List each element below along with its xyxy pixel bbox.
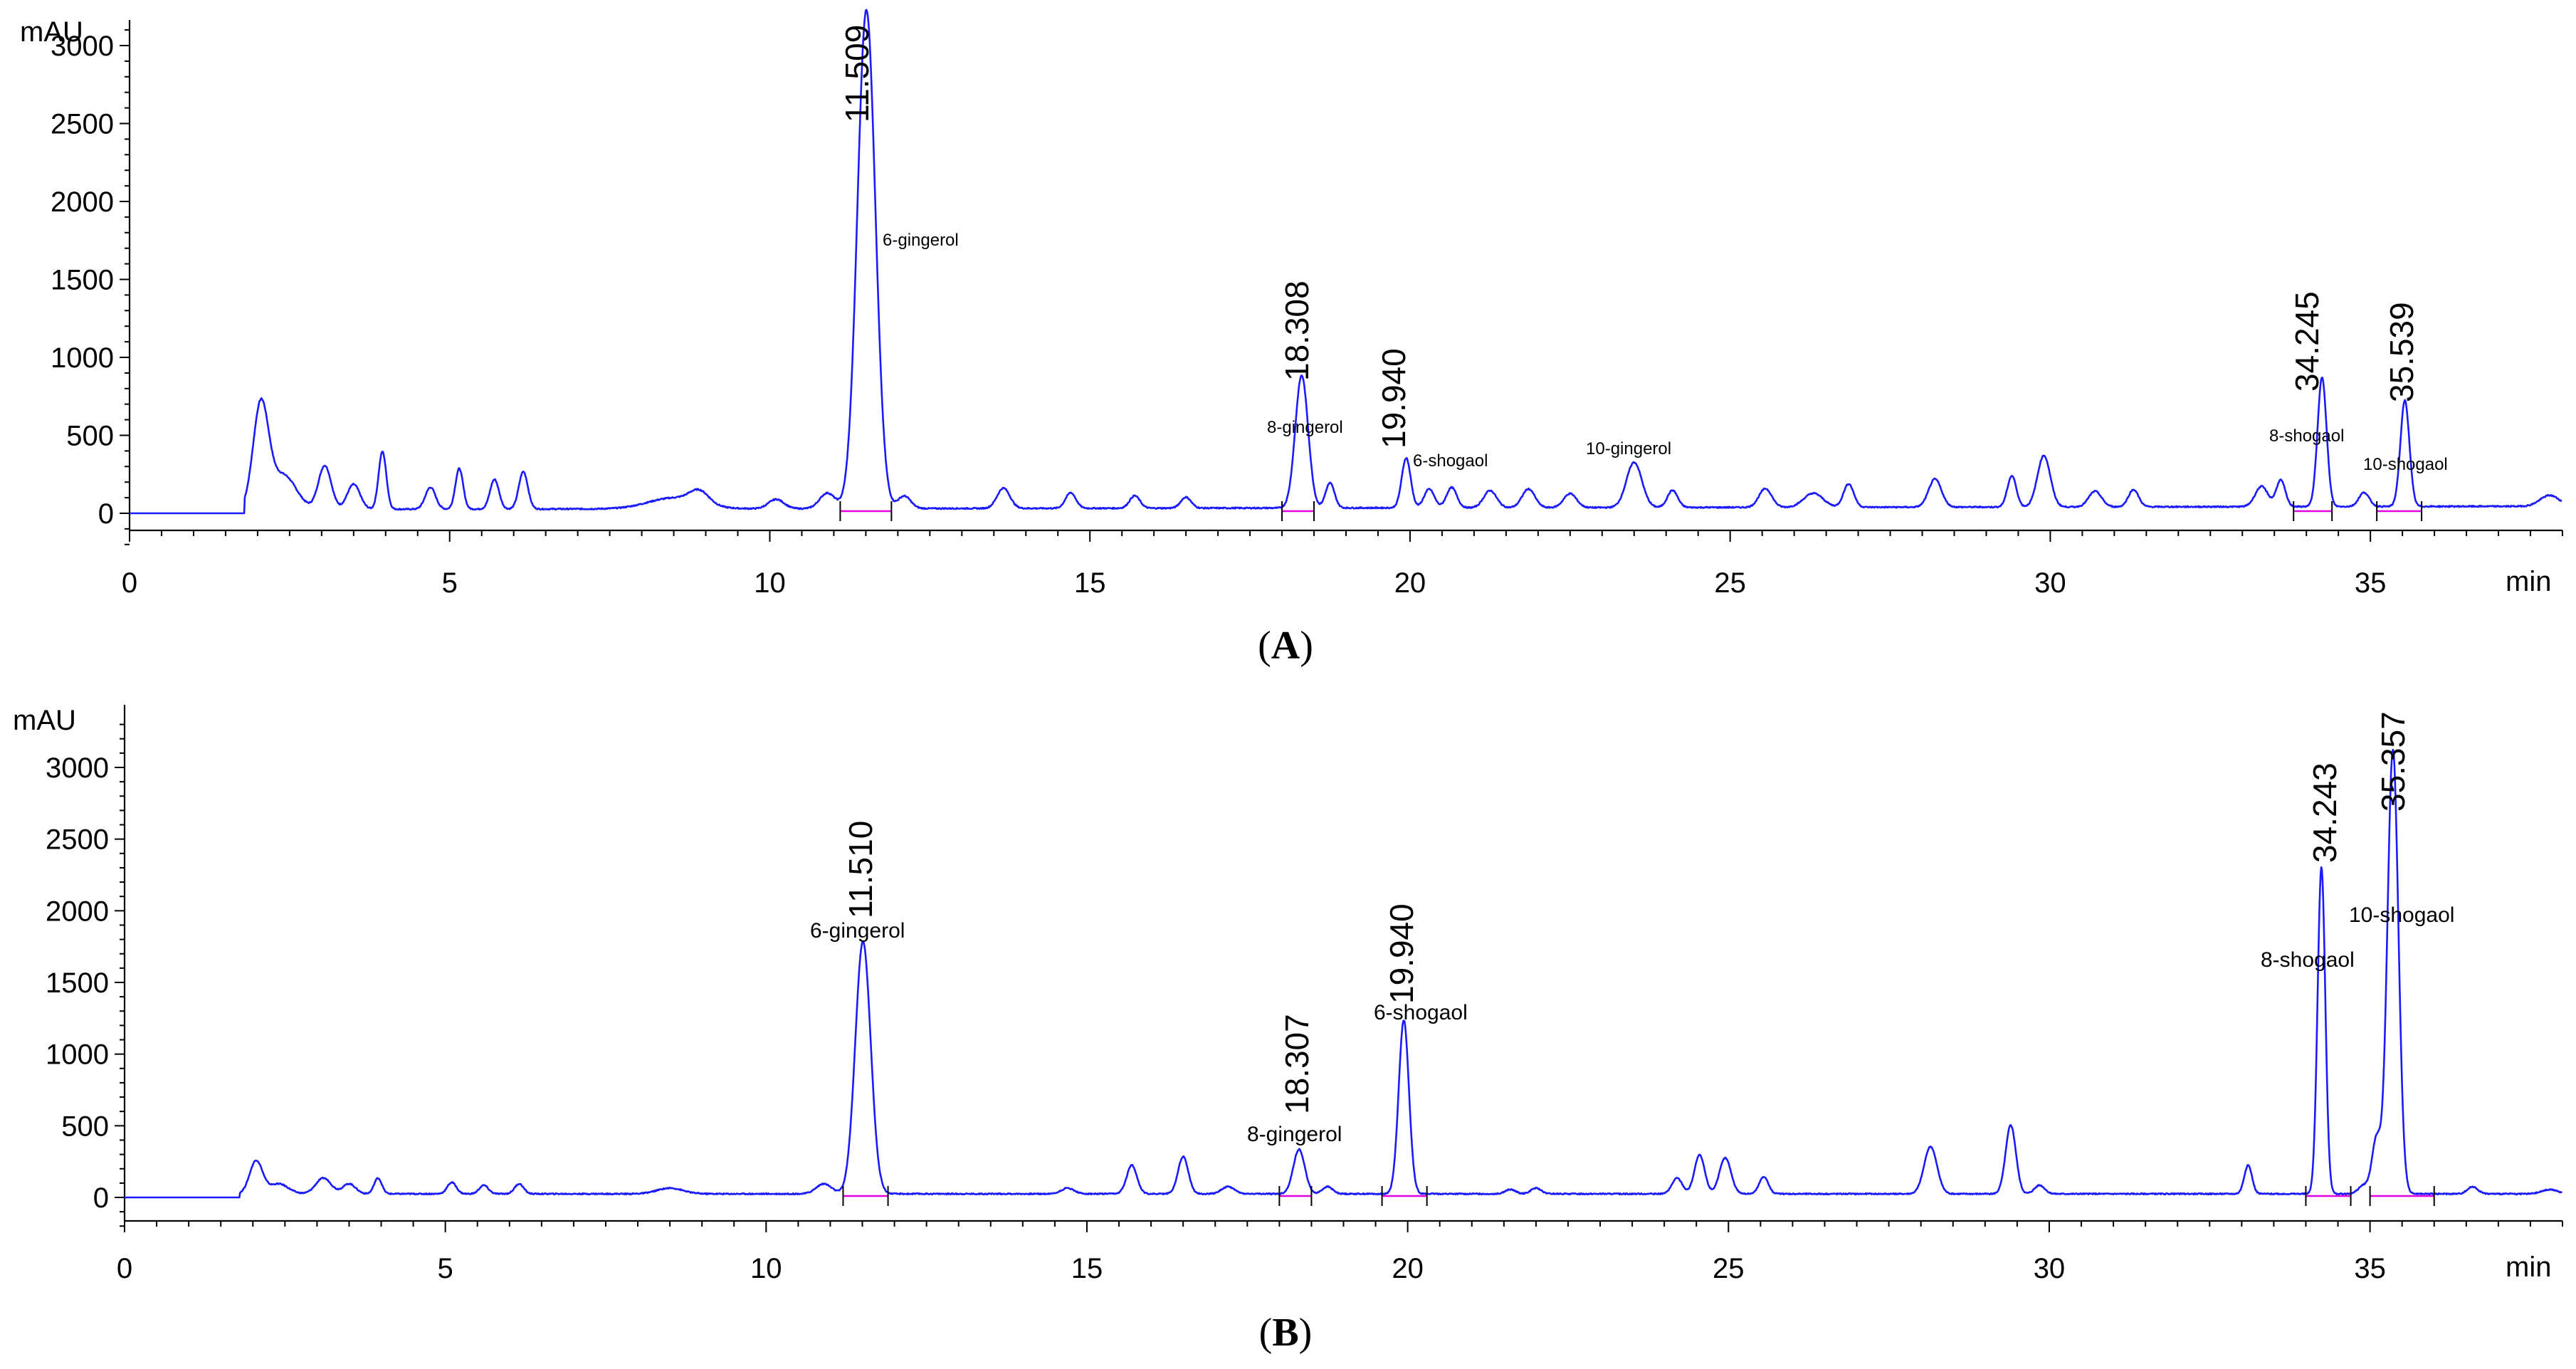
peak-retention-time-label: 19.940 xyxy=(1383,903,1420,1004)
peak-compound-label: 8-shogaol xyxy=(2269,426,2344,446)
x-tick-label: 15 xyxy=(1074,567,1106,599)
peak-compound-label: 6-shogaol xyxy=(1413,451,1488,471)
peak-compound-label: 8-gingerol xyxy=(1247,1123,1342,1146)
x-tick-label: 35 xyxy=(2355,567,2387,599)
x-tick-label: 25 xyxy=(1714,567,1746,599)
y-tick-label: 3000 xyxy=(51,31,114,62)
peak-retention-time-label: 18.308 xyxy=(1278,280,1315,381)
chromatogram-trace xyxy=(129,9,2562,515)
y-tick-label: 500 xyxy=(61,1111,109,1142)
peak-compound-label: 6-shogaol xyxy=(1374,1001,1468,1024)
peak-retention-time-label: 34.243 xyxy=(2306,762,2343,863)
x-tick-label: 10 xyxy=(754,567,786,599)
peak-retention-time-label: 34.245 xyxy=(2288,291,2325,392)
y-tick-label: 2000 xyxy=(51,187,114,218)
y-tick-label: 3000 xyxy=(46,752,109,784)
y-tick-label: 500 xyxy=(66,421,114,452)
chromatogram-trace xyxy=(124,749,2563,1199)
y-tick-label: 1000 xyxy=(46,1039,109,1071)
x-tick-label: 20 xyxy=(1394,567,1426,599)
x-tick-label: 25 xyxy=(1713,1253,1745,1284)
x-tick-label: 30 xyxy=(2034,1253,2066,1284)
peak-compound-label: 6-gingerol xyxy=(810,919,905,943)
x-tick-label: 0 xyxy=(117,1253,132,1284)
peak-compound-label: 10-shogaol xyxy=(2363,455,2448,474)
panel-label-a: (A) xyxy=(1258,624,1313,668)
peak-retention-time-label: 35.539 xyxy=(2383,302,2420,402)
x-tick-label: 30 xyxy=(2034,567,2066,599)
y-tick-label: 0 xyxy=(98,498,114,530)
x-tick-label: 5 xyxy=(438,1253,453,1284)
y-tick-label: 2000 xyxy=(46,896,109,927)
peak-retention-time-label: 18.307 xyxy=(1278,1014,1315,1114)
panel-label-b: (B) xyxy=(1259,1311,1313,1355)
peak-retention-time-label: 35.357 xyxy=(2375,711,2412,812)
y-tick-label: 1500 xyxy=(51,265,114,296)
x-tick-label: 10 xyxy=(750,1253,782,1284)
x-tick-label: 20 xyxy=(1392,1253,1424,1284)
peak-compound-label: 10-shogaol xyxy=(2349,903,2454,927)
peak-compound-label: 10-gingerol xyxy=(1586,439,1671,458)
y-tick-label: 1500 xyxy=(46,967,109,999)
peak-retention-time-label: 11.510 xyxy=(842,821,879,918)
y-axis-unit-b: mAU xyxy=(13,705,76,736)
peak-compound-label: 8-shogaol xyxy=(2261,948,2355,972)
y-tick-label: 1000 xyxy=(51,342,114,374)
x-tick-label: 5 xyxy=(442,567,458,599)
chromatogram-panel-a: mAU min (A) 0 500 1000 1500 2000 2500 3000 0 5 10… xyxy=(20,9,2563,668)
y-tick-label: 2500 xyxy=(46,824,109,856)
x-tick-label: 0 xyxy=(122,567,137,599)
peak-retention-time-label: 11.509 xyxy=(838,25,876,122)
x-axis-unit-b: min xyxy=(2506,1252,2551,1283)
y-axis-unit-a: mAU xyxy=(20,16,83,48)
peak-compound-label: 8-gingerol xyxy=(1267,418,1343,437)
peak-retention-time-label: 19.940 xyxy=(1375,348,1412,449)
x-tick-label: 35 xyxy=(2354,1253,2386,1284)
chromatogram-panel-b: mAU min (B) 0 500 1000 1500 2000 2500 3000 0 5 10… xyxy=(13,705,2563,1355)
peak-compound-label: 6-gingerol xyxy=(883,231,959,250)
y-tick-label: 2500 xyxy=(51,109,114,140)
x-tick-label: 15 xyxy=(1071,1253,1103,1284)
x-axis-unit-a: min xyxy=(2506,566,2551,597)
y-tick-label: 0 xyxy=(93,1182,109,1214)
